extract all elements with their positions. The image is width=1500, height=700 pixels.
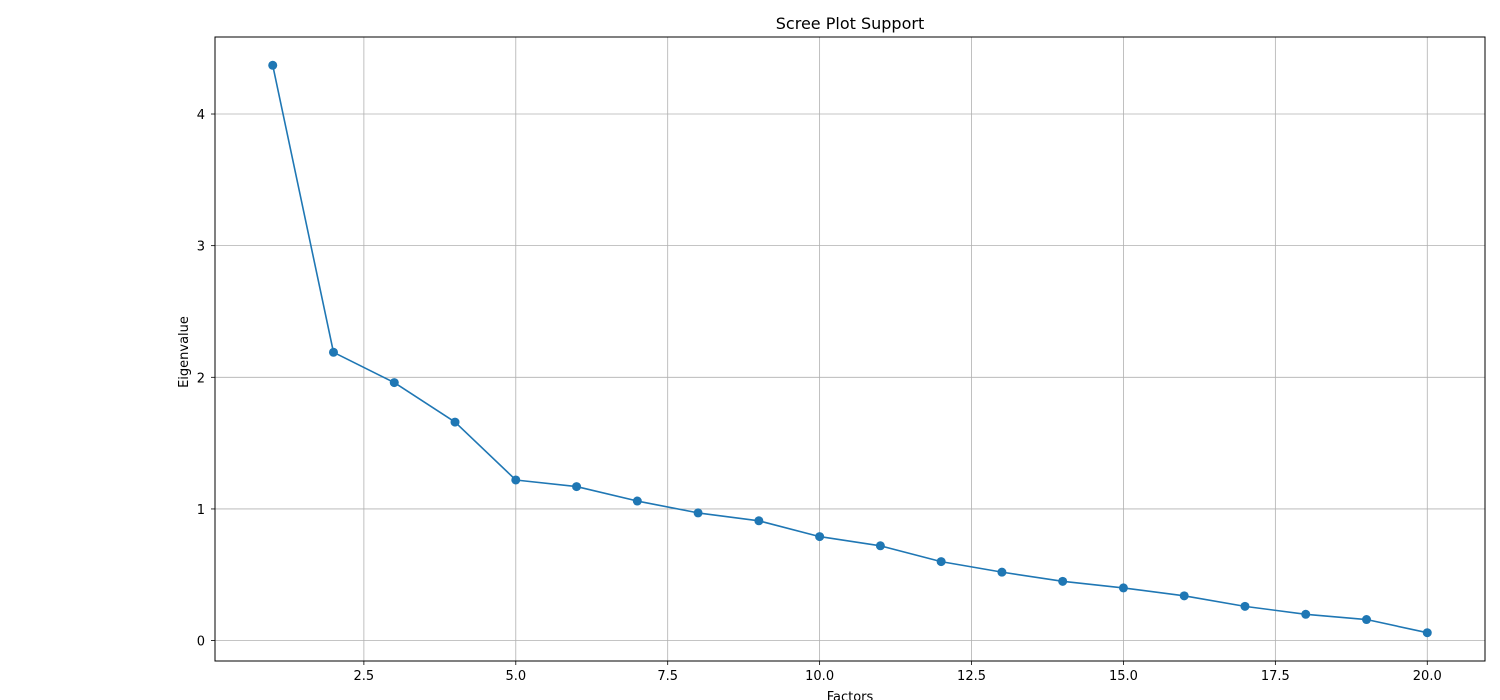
data-point [389, 378, 399, 388]
data-point [632, 496, 642, 506]
data-point [1422, 628, 1432, 638]
x-tick-label: 7.5 [657, 669, 678, 684]
y-tick-label: 4 [197, 108, 205, 123]
ticks-layer: 2.5 5.0 7.5 10.0 12.5 15.0 17.5 20.0 0 1 2 3 4 [197, 108, 1442, 684]
data-point [815, 532, 825, 542]
y-axis-label: Eigenvalue [177, 316, 192, 388]
y-tick-label: 3 [197, 240, 205, 255]
grid-layer [215, 37, 1485, 661]
x-tick-label: 5.0 [505, 669, 526, 684]
data-point [1118, 583, 1128, 593]
data-point [450, 417, 460, 427]
data-point [572, 482, 582, 492]
series-layer [268, 60, 1432, 638]
x-tick-label: 10.0 [805, 669, 834, 684]
data-point [875, 541, 885, 551]
data-point [997, 567, 1007, 577]
y-tick-label: 2 [197, 371, 205, 386]
x-tick-label: 12.5 [957, 669, 986, 684]
y-tick-label: 0 [197, 635, 205, 650]
data-point [1362, 615, 1372, 625]
data-point [936, 557, 946, 567]
data-point [268, 60, 278, 70]
chart-title: Scree Plot Support [776, 14, 924, 33]
x-tick-label: 20.0 [1413, 669, 1442, 684]
x-tick-label: 17.5 [1261, 669, 1290, 684]
data-point [328, 347, 338, 357]
y-tick-label: 1 [197, 503, 205, 518]
data-point [1179, 591, 1189, 601]
data-point [754, 516, 764, 526]
plot-area-frame [214, 36, 1486, 662]
x-tick-label: 15.0 [1109, 669, 1138, 684]
data-point [693, 508, 703, 518]
data-point [1240, 601, 1250, 611]
data-point [511, 475, 521, 485]
eigenvalue-series-line [271, 65, 1428, 634]
x-axis-label: Factors [827, 690, 874, 700]
data-point [1058, 576, 1068, 586]
x-tick-label: 2.5 [354, 669, 375, 684]
data-point [1301, 609, 1311, 619]
